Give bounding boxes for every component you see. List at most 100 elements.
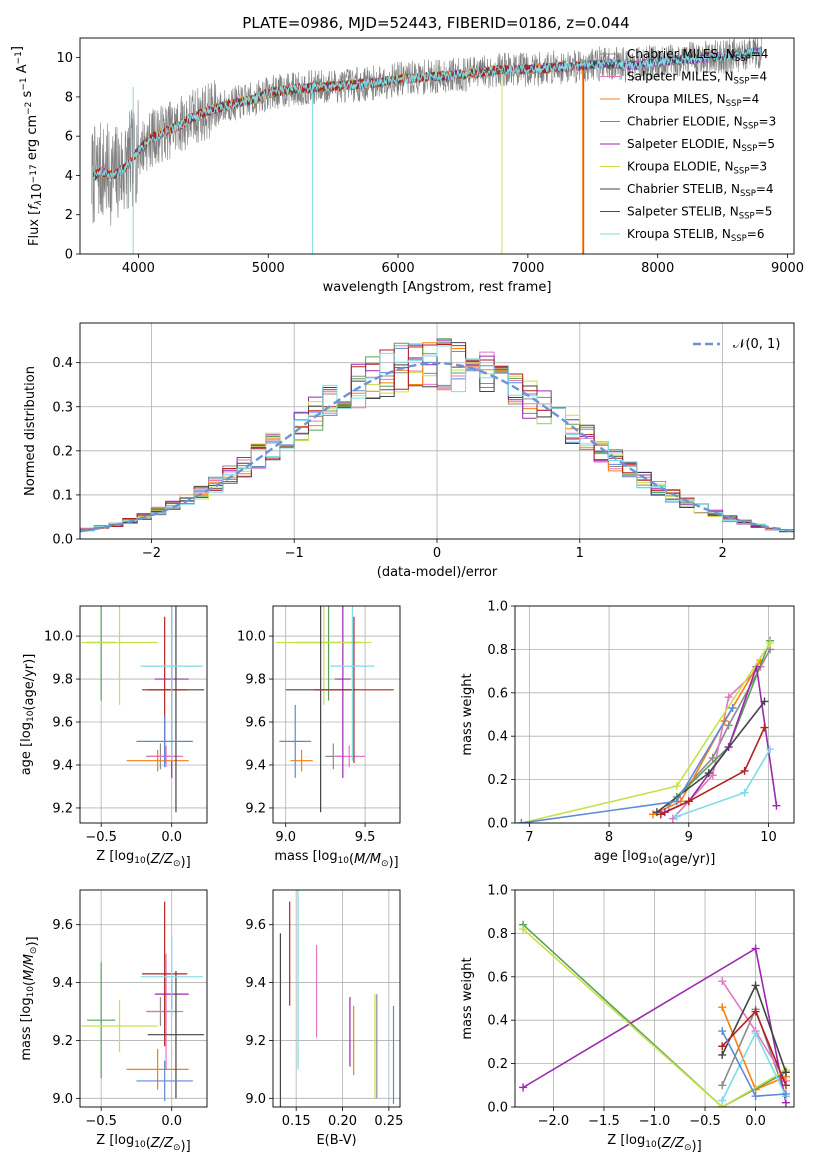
label-part: / xyxy=(364,852,371,867)
x-tick-label: 7000 xyxy=(511,261,544,276)
y-tick-label: 10.0 xyxy=(44,630,73,645)
legend-sub: SSP xyxy=(741,144,757,154)
plot-area xyxy=(81,901,205,1102)
y-tick-label: 0.4 xyxy=(487,730,508,745)
legend-sub: SSP xyxy=(739,212,755,222)
legend-label: Salpeter MILES, NSSP=4 xyxy=(627,70,767,87)
plus-marker xyxy=(519,1083,528,1092)
x-tick-label: 9.0 xyxy=(275,830,296,845)
x-tick-label: −2.0 xyxy=(538,1114,570,1129)
y-tick-label: 0.0 xyxy=(487,817,508,832)
plus-marker xyxy=(760,697,769,706)
label-part: log xyxy=(19,997,34,1017)
plus-marker xyxy=(519,925,528,934)
label-part: Z xyxy=(163,852,174,867)
age-vs-z-axes: −0.5 0.09.29.49.69.810.0Z [log10(Z/Z⊙)]ag… xyxy=(19,605,208,870)
plus-marker xyxy=(772,801,781,810)
plus-marker xyxy=(517,819,526,823)
label-part: −2 xyxy=(24,102,34,115)
axes-frame xyxy=(272,889,401,1108)
plus-marker xyxy=(718,1081,727,1090)
plus-marker xyxy=(751,1092,760,1101)
x-axis-label: Z [log10(Z/Z⊙)] xyxy=(96,849,190,870)
y-tick-label: 9.4 xyxy=(245,758,266,773)
legend-count: =6 xyxy=(747,227,765,241)
series-line-salpeter-stelib xyxy=(660,727,766,816)
label-part: mass [ xyxy=(274,849,317,864)
plus-marker xyxy=(672,797,681,806)
y-tick-label: 9.2 xyxy=(52,801,73,816)
y-tick-label: 9.2 xyxy=(52,1034,73,1049)
axes-frame xyxy=(514,889,795,1108)
y-tick-label: 9.8 xyxy=(52,673,73,688)
spectrum-legend: Chabrier MILES, NSSP=4 Salpeter MILES, NS… xyxy=(600,47,776,244)
label-part: age [ xyxy=(594,849,627,864)
label-part: 10 xyxy=(26,710,36,722)
label-part: mass weight xyxy=(460,957,475,1039)
label-part: ] xyxy=(10,46,25,51)
legend-label: Chabrier MILES, NSSP=4 xyxy=(627,47,768,64)
plot-area xyxy=(276,606,394,813)
plus-marker xyxy=(724,721,733,730)
y-tick-label: 10.0 xyxy=(237,630,266,645)
x-axis-label: age [log10(age/yr)] xyxy=(594,849,716,867)
legend-sub: SSP xyxy=(743,122,759,132)
plus-marker xyxy=(740,766,749,775)
plot-area xyxy=(80,338,794,534)
y-tick-label: 1.0 xyxy=(487,884,508,899)
y-tick-label: 9.8 xyxy=(245,673,266,688)
label-part: / xyxy=(670,1136,677,1151)
x-tick-label: 9 xyxy=(685,830,693,845)
y-tick-label: 9.4 xyxy=(52,976,73,991)
x-tick-label: 10 xyxy=(760,830,777,845)
legend-count: =5 xyxy=(755,205,773,219)
label-part: λ xyxy=(34,200,44,206)
plot-area xyxy=(91,38,762,254)
x-tick-label: −0.5 xyxy=(689,1114,721,1129)
label-part: )] xyxy=(692,1139,702,1154)
axes-frame xyxy=(79,605,208,824)
plus-marker xyxy=(672,782,681,791)
plus-marker xyxy=(751,1007,760,1016)
y-tick-label: 9.4 xyxy=(245,976,266,991)
y-tick-label: 0.3 xyxy=(52,400,73,415)
label-part: M xyxy=(22,954,37,965)
y-tick-label: 0.8 xyxy=(487,643,508,658)
x-tick-label: −1.0 xyxy=(639,1114,671,1129)
x-tick-label: 4000 xyxy=(122,261,155,276)
label-part: Z xyxy=(150,852,161,867)
y-axis-label: mass weight xyxy=(460,673,475,755)
label-part: ⊙ xyxy=(173,859,181,869)
mass-vs-z-axes: −0.5 0.09.09.29.49.6Z [log10(Z/Z⊙)]mass [… xyxy=(19,889,208,1154)
y-axis-label: age [log10(age/yr)] xyxy=(19,654,37,776)
x-tick-label: −0.5 xyxy=(85,1114,117,1129)
label-part: Z [ xyxy=(607,1133,625,1148)
y-tick-label: 9.6 xyxy=(52,716,73,731)
label-part: M xyxy=(22,970,37,981)
x-tick-label: 8000 xyxy=(641,261,674,276)
label-part: Z xyxy=(674,1136,685,1151)
x-tick-label: 6000 xyxy=(382,261,415,276)
plus-marker xyxy=(656,810,665,819)
x-tick-label: 0.20 xyxy=(328,1114,357,1129)
label-part: Z xyxy=(150,1136,161,1151)
legend-count: =4 xyxy=(756,182,774,196)
plus-marker xyxy=(718,1027,727,1036)
legend-sub: SSP xyxy=(731,234,747,244)
x-axis-label: (data-model)/error xyxy=(377,565,498,580)
y-tick-label: 1.0 xyxy=(487,600,508,615)
x-tick-label: 0.0 xyxy=(745,1114,766,1129)
legend-label: Salpeter STELIB, NSSP=5 xyxy=(627,205,772,222)
x-axis-label: Z [log10(Z/Z⊙)] xyxy=(607,1133,701,1154)
legend-count: =5 xyxy=(757,137,775,151)
y-tick-label: 0.2 xyxy=(487,1057,508,1072)
y-axis-label: Flux [fλ10−17 erg cm−2 s−1 A−1] xyxy=(10,46,45,246)
y-tick-label: 9.0 xyxy=(52,1092,73,1107)
label-part: log xyxy=(625,1133,645,1148)
hist-step-kroupa-stelib xyxy=(80,345,794,534)
label-part: ( xyxy=(146,852,151,867)
label-part: Flux [ xyxy=(27,210,42,246)
x-tick-label: 0.0 xyxy=(161,1114,182,1129)
y-tick-label: 9.0 xyxy=(245,1092,266,1107)
